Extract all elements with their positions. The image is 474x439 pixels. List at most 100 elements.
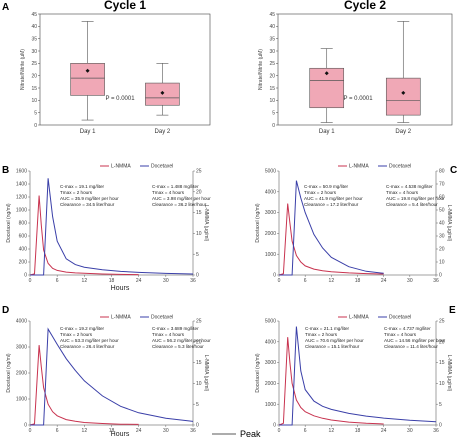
docetaxel-series-line xyxy=(30,178,194,276)
y-right-tick-label: 15 xyxy=(439,360,445,366)
y-tick-label: 0 xyxy=(272,123,275,129)
y-right-axis-label: L-NMMA (µg/ml) xyxy=(203,355,209,392)
y-tick-label: 5 xyxy=(34,110,37,116)
peak-footer: Peak xyxy=(212,429,261,439)
legend: L-NMMA Docetaxel xyxy=(338,315,411,321)
pk-annotation-docetaxel: AUC = 14.56 mg/liter per hour xyxy=(384,338,446,343)
y-left-tick-label: 1000 xyxy=(16,397,27,403)
y-left-tick-label: 800 xyxy=(19,221,28,227)
pk-annotation-docetaxel: C-max = 4.737 mg/liter xyxy=(384,326,431,331)
y-left-axis-label: Docetaxel (ng/ml) xyxy=(255,353,261,393)
y-left-tick-label: 3000 xyxy=(16,345,27,351)
y-left-tick-label: 4000 xyxy=(265,189,276,195)
y-left-tick-label: 0 xyxy=(24,273,27,279)
x-tick-label: 36 xyxy=(433,428,439,434)
y-right-tick-label: 20 xyxy=(196,339,202,345)
y-left-tick-label: 3000 xyxy=(265,210,276,216)
legend-label: L-NMMA xyxy=(111,164,131,170)
pk-annotation-lnmma: Clearance = 26.4 liter/hour xyxy=(60,344,115,349)
y-tick-label: 10 xyxy=(31,98,37,104)
pk-panel-B: B 0 200 400 600 800 1000 1200 1400 1600 0 5 10 15 20 25… xyxy=(2,164,211,292)
pk-annotation-lnmma: AUC = 41.9 mg/liter per hour xyxy=(304,196,363,201)
legend-label: L-NMMA xyxy=(349,164,369,170)
plot-frame xyxy=(277,13,453,126)
x-axis-label: Hours xyxy=(111,285,130,292)
pk-annotation-docetaxel: Tmax = 4 hours xyxy=(384,332,417,337)
legend-label: Docetaxel xyxy=(389,164,411,170)
x-tick-label: 6 xyxy=(304,278,307,284)
panel-letter: B xyxy=(2,165,9,176)
x-tick-label: 36 xyxy=(433,278,439,284)
panel-letter: E xyxy=(449,305,456,316)
docetaxel-series-line xyxy=(279,326,437,426)
y-left-tick-label: 1000 xyxy=(265,252,276,258)
panels: A Cycle 1 0 5 10 15 20 25 30 35 40 45 Nitrate/Nitrit… xyxy=(2,0,457,438)
lnmma-series-line xyxy=(278,337,384,426)
lnmma-series-line xyxy=(29,345,139,426)
x-tick-label: 18 xyxy=(109,278,115,284)
docetaxel-series-line xyxy=(30,327,194,426)
pk-annotation-docetaxel: Tmax = 4 hours xyxy=(386,190,419,195)
x-tick-label: 6 xyxy=(304,428,307,434)
y-tick-label: 15 xyxy=(269,86,275,92)
y-left-tick-label: 5000 xyxy=(265,169,276,175)
panel-letter: A xyxy=(2,2,9,13)
y-right-tick-label: 10 xyxy=(196,231,202,237)
x-tick-label: 6 xyxy=(56,428,59,434)
pk-panel-C: C 0 1000 2000 3000 4000 5000 0 10 20 30 40 50 60 70 80 0… xyxy=(255,164,457,284)
category-label: Day 2 xyxy=(155,129,171,135)
y-left-axis-label: Docetaxel (ng/ml) xyxy=(255,203,261,243)
x-tick-label: 30 xyxy=(407,428,413,434)
y-tick-label: 15 xyxy=(31,86,37,92)
pk-annotation-docetaxel: C-max = 1.488 mg/liter xyxy=(152,184,199,189)
y-left-tick-label: 2000 xyxy=(265,381,276,387)
y-right-tick-label: 20 xyxy=(196,189,202,195)
y-right-tick-label: 10 xyxy=(439,260,445,266)
y-tick-label: 0 xyxy=(34,123,37,129)
y-right-tick-label: 25 xyxy=(439,319,445,325)
pk-annotation-docetaxel: Clearance = 5.4 liter/hour xyxy=(386,202,438,207)
legend-label: L-NMMA xyxy=(111,315,131,321)
x-tick-label: 12 xyxy=(82,278,88,284)
y-right-tick-label: 10 xyxy=(196,381,202,387)
y-tick-label: 45 xyxy=(269,12,275,18)
y-left-tick-label: 1200 xyxy=(16,195,27,201)
pk-annotation-docetaxel: C-max = 3.689 mg/liter xyxy=(152,326,199,331)
lnmma-series-line xyxy=(29,195,139,276)
box-panel-2: Cycle 2 0 5 10 15 20 25 30 35 40 45 Nitrate/Nitrite… xyxy=(258,0,453,135)
mean-marker xyxy=(324,71,329,76)
x-tick-label: 0 xyxy=(278,428,281,434)
x-tick-label: 0 xyxy=(278,278,281,284)
y-tick-label: 10 xyxy=(269,98,275,104)
category-label: Day 2 xyxy=(395,129,411,135)
y-right-tick-label: 20 xyxy=(439,247,445,253)
y-tick-label: 35 xyxy=(31,36,37,42)
category-label: Day 1 xyxy=(80,129,96,135)
pk-annotation-lnmma: AUC = 53.3 mg/liter per hour xyxy=(60,338,119,343)
box xyxy=(70,63,105,96)
y-right-axis-label: L-NMMA (µg/ml) xyxy=(446,355,452,392)
x-tick-label: 12 xyxy=(329,428,335,434)
peak-label: Peak xyxy=(240,429,261,439)
y-right-tick-label: 5 xyxy=(196,252,199,258)
y-left-tick-label: 600 xyxy=(19,234,28,240)
y-right-tick-label: 0 xyxy=(439,273,442,279)
y-tick-label: 30 xyxy=(269,49,275,55)
category-label: Day 1 xyxy=(319,129,335,135)
y-left-tick-label: 0 xyxy=(24,423,27,429)
x-tick-label: 30 xyxy=(163,278,169,284)
legend: L-NMMA Docetaxel xyxy=(338,164,411,170)
y-left-tick-label: 1400 xyxy=(16,182,27,188)
y-right-tick-label: 10 xyxy=(439,381,445,387)
y-right-tick-label: 60 xyxy=(439,195,445,201)
y-tick-label: 45 xyxy=(31,12,37,18)
y-right-tick-label: 70 xyxy=(439,182,445,188)
y-left-tick-label: 2000 xyxy=(16,371,27,377)
mean-marker xyxy=(160,90,165,95)
pk-annotation-lnmma: Tmax = 2 hours xyxy=(60,190,93,195)
y-left-tick-label: 2000 xyxy=(265,231,276,237)
p-value-annotation: P = 0.0001 xyxy=(105,96,135,102)
y-right-tick-label: 25 xyxy=(196,319,202,325)
y-tick-label: 40 xyxy=(31,24,37,30)
